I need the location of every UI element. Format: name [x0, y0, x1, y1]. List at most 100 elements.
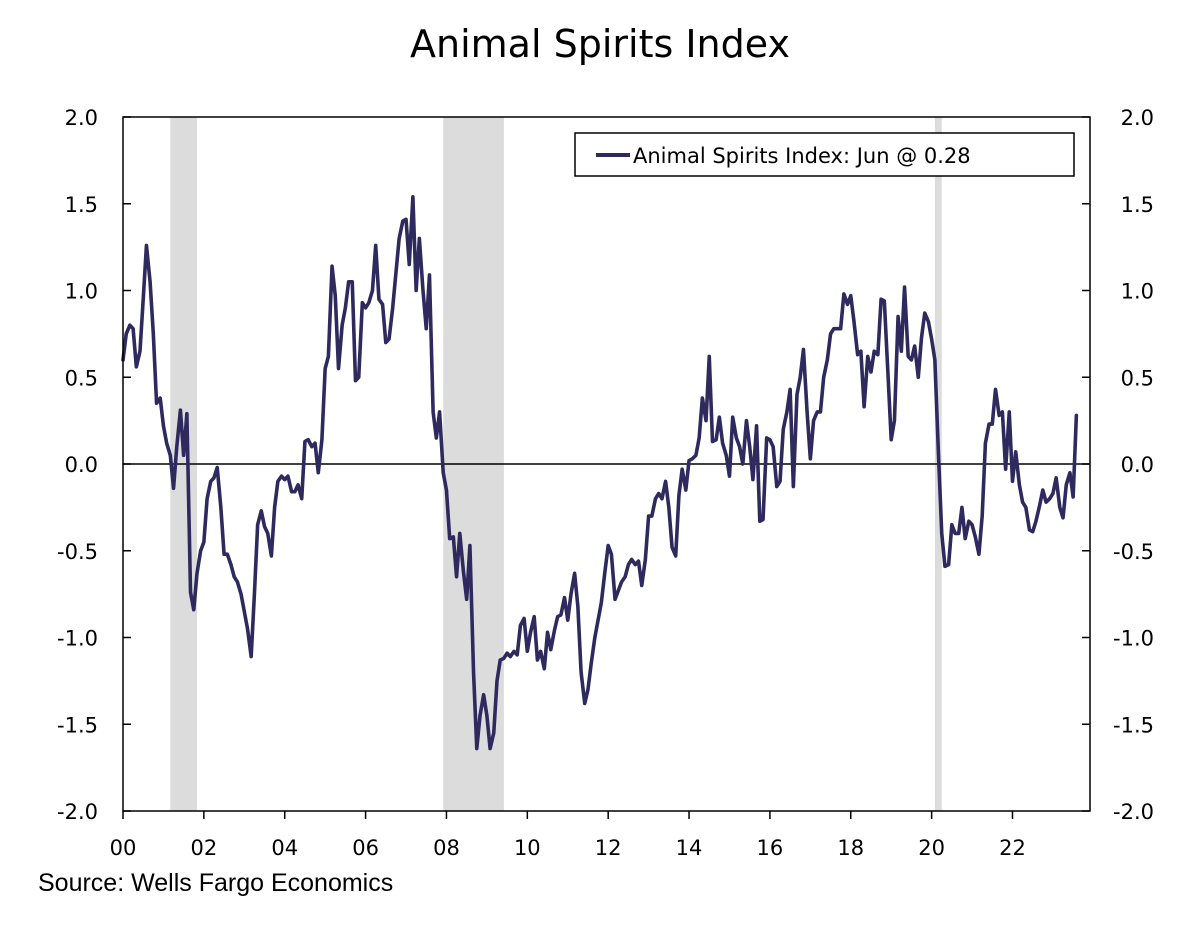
- plot-area-frame: [122, 116, 1091, 812]
- data-point: [432, 410, 435, 413]
- y-tick-label-right: -0.5: [1113, 540, 1154, 564]
- data-point: [250, 655, 253, 658]
- data-point: [212, 476, 215, 479]
- data-point: [522, 617, 525, 620]
- x-tick-label: 18: [837, 836, 864, 860]
- data-point: [243, 610, 246, 613]
- data-point: [1031, 530, 1034, 533]
- data-point: [519, 624, 522, 627]
- data-point: [148, 280, 151, 283]
- data-point: [455, 575, 458, 578]
- data-point: [832, 327, 835, 330]
- data-point: [725, 454, 728, 457]
- data-point: [1021, 501, 1024, 504]
- data-point: [576, 605, 579, 608]
- data-point: [546, 631, 549, 634]
- data-point: [667, 506, 670, 509]
- data-point: [913, 344, 916, 347]
- data-point: [772, 445, 775, 448]
- data-point: [981, 514, 984, 517]
- data-point: [600, 601, 603, 604]
- data-point: [418, 237, 421, 240]
- data-point: [222, 553, 225, 556]
- data-point: [502, 657, 505, 660]
- data-point: [138, 350, 141, 353]
- data-point: [876, 353, 879, 356]
- data-point: [468, 544, 471, 547]
- data-point: [1028, 528, 1031, 531]
- y-tick-label-left: 2.0: [65, 106, 98, 130]
- data-point: [812, 419, 815, 422]
- data-point: [809, 457, 812, 460]
- data-point: [428, 273, 431, 276]
- data-point: [553, 629, 556, 632]
- data-point: [664, 480, 667, 483]
- data-point: [529, 631, 532, 634]
- data-point: [489, 747, 492, 750]
- data-point: [266, 532, 269, 535]
- data-point: [586, 688, 589, 691]
- data-point: [506, 652, 509, 655]
- data-point: [401, 220, 404, 223]
- data-point: [1061, 516, 1064, 519]
- data-point: [806, 410, 809, 413]
- data-point: [883, 299, 886, 302]
- data-point: [563, 596, 566, 599]
- data-point: [930, 337, 933, 340]
- x-tick-label: 08: [433, 836, 460, 860]
- data-point: [863, 405, 866, 408]
- data-point: [387, 337, 390, 340]
- data-point: [482, 693, 485, 696]
- data-point: [448, 537, 451, 540]
- data-point: [1034, 520, 1037, 523]
- data-point: [795, 393, 798, 396]
- data-point: [526, 650, 529, 653]
- data-point: [384, 341, 387, 344]
- data-point: [1018, 483, 1021, 486]
- data-point: [610, 553, 613, 556]
- data-point: [509, 655, 512, 658]
- data-point: [579, 671, 582, 674]
- data-point: [236, 580, 239, 583]
- data-point: [398, 237, 401, 240]
- data-point: [974, 535, 977, 538]
- data-point: [206, 497, 209, 500]
- data-point: [283, 478, 286, 481]
- data-point: [435, 436, 438, 439]
- data-point: [351, 280, 354, 283]
- data-point: [768, 438, 771, 441]
- data-point: [943, 565, 946, 568]
- data-point: [822, 376, 825, 379]
- axis-ticks-layer: [122, 116, 1090, 819]
- data-point: [1011, 480, 1014, 483]
- data-point: [731, 416, 734, 419]
- data-point: [704, 419, 707, 422]
- data-point: [617, 589, 620, 592]
- data-point: [735, 436, 738, 439]
- data-point: [442, 471, 445, 474]
- data-point: [209, 480, 212, 483]
- data-point: [539, 650, 542, 653]
- data-point: [869, 370, 872, 373]
- data-point: [644, 558, 647, 561]
- data-point: [849, 294, 852, 297]
- data-point: [256, 523, 259, 526]
- data-point: [738, 445, 741, 448]
- data-point: [802, 348, 805, 351]
- data-point: [219, 506, 222, 509]
- data-point: [826, 358, 829, 361]
- data-point: [165, 442, 168, 445]
- y-tick-label-right: 0.0: [1121, 453, 1154, 477]
- data-point: [341, 324, 344, 327]
- data-point: [775, 485, 778, 488]
- data-point: [566, 619, 569, 622]
- data-point: [1068, 471, 1071, 474]
- x-tick-label: 10: [514, 836, 541, 860]
- x-tick-label: 12: [595, 836, 622, 860]
- data-point: [533, 615, 536, 618]
- data-point: [1004, 468, 1007, 471]
- data-point: [462, 570, 465, 573]
- data-point: [132, 327, 135, 330]
- data-point: [452, 535, 455, 538]
